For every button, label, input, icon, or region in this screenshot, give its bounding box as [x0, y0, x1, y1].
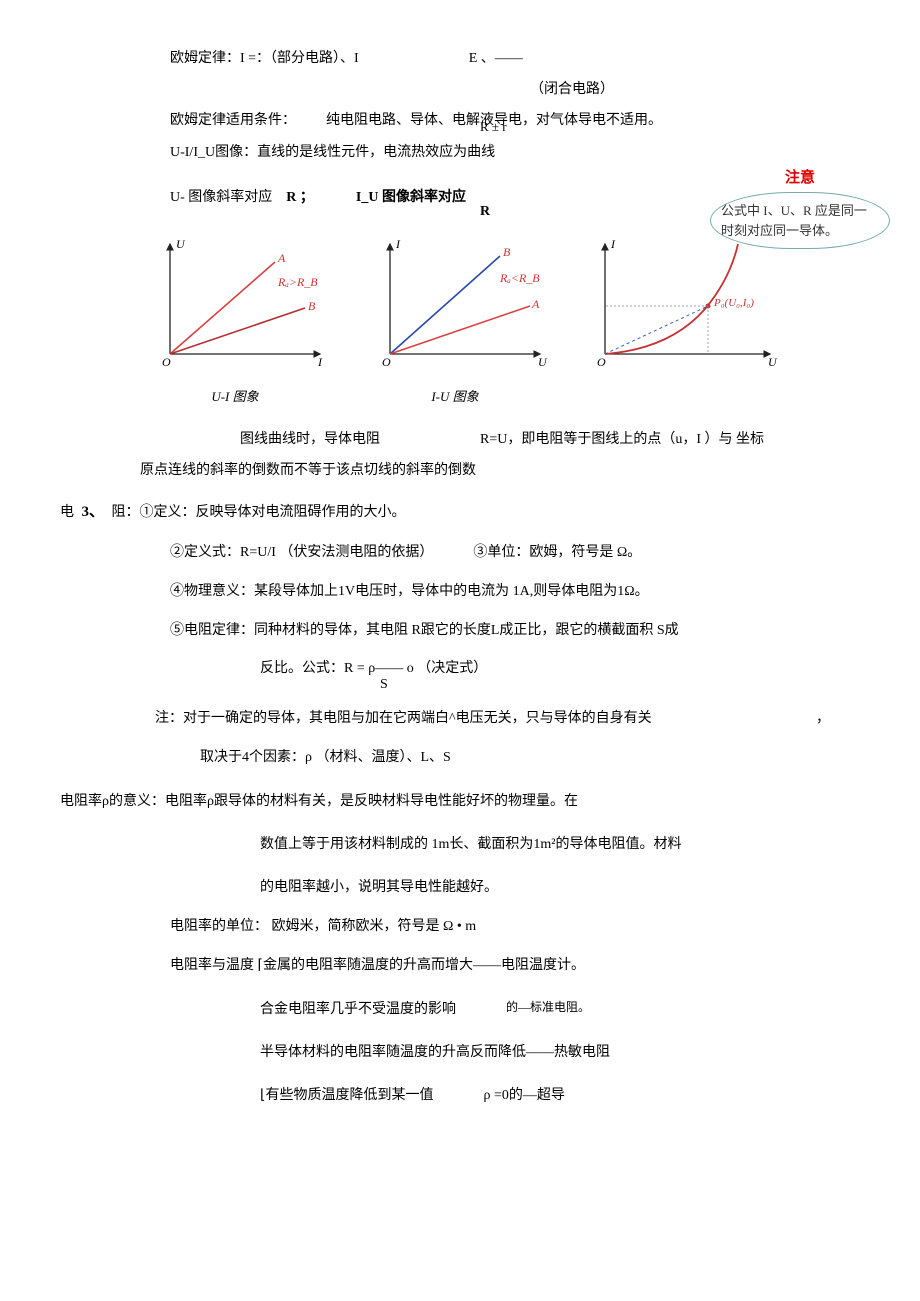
- text: ③单位：欧姆，符号是 Ω。: [473, 540, 641, 565]
- text: ，: [816, 706, 830, 731]
- resistivity-temp: 电阻率与温度 ⌈金属的电阻率随温度的升高而增大——电阻温度计。: [170, 953, 860, 978]
- chart-caption: I-U 图象: [360, 385, 550, 408]
- text: ④物理意义：某段导体加上1V电压时，导体中的电流为 1A,则导体电阻为1Ω。: [170, 584, 649, 599]
- svg-text:Rₐ<R_B: Rₐ<R_B: [499, 271, 540, 285]
- text: 数值上等于用该材料制成的 1m长、截面积为1m²的导体电阻值。材料: [260, 837, 681, 852]
- text: E 、——: [469, 46, 523, 71]
- curve-resistance: 图线曲线时，导体电阻 R=U，即电阻等于图线上的点（u，I ）与 坐标: [60, 427, 860, 452]
- text: 的电阻率越小，说明其导电性能越好。: [260, 880, 498, 895]
- chart-i-u: I U O B A Rₐ<R_B I-U 图象: [360, 234, 550, 409]
- text: 图线曲线时，导体电阻: [240, 432, 380, 447]
- svg-text:P₀(U₀,I₀): P₀(U₀,I₀): [713, 297, 754, 309]
- closed-circuit-note: （闭合电路）: [530, 77, 860, 102]
- text: 3、: [82, 504, 105, 520]
- svg-text:I: I: [610, 237, 616, 251]
- formula-r: 反比。公式：R = ρ—— o （决定式） S: [260, 661, 860, 692]
- text: U-I/I_U图像：直线的是线性元件，电流热效应为曲线: [170, 145, 495, 160]
- text: 取决于4个因素：ρ （材料、温度）、L、S: [200, 750, 451, 765]
- svg-text:U: U: [176, 237, 186, 251]
- ohm-law-line: 欧姆定律：I =：（部分电路）、I E 、——: [170, 46, 860, 71]
- text: S: [380, 677, 388, 692]
- text: 电: [60, 505, 74, 520]
- chart-caption: U-I 图象: [140, 385, 330, 408]
- text: U- 图像斜率对应: [170, 185, 272, 224]
- resistance-law: ⑤电阻定律：同种材料的导体，其电阻 R跟它的长度L成正比，跟它的横截面积 S成: [170, 618, 860, 643]
- svg-text:B: B: [503, 245, 511, 259]
- resistivity-smaller: 的电阻率越小，说明其导电性能越好。: [260, 875, 860, 900]
- text: ⌊有些物质温度降低到某一值: [260, 1083, 433, 1108]
- text: R=U，即电阻等于图线上的点（u，I ）与 坐标: [480, 432, 764, 447]
- text: ⑤电阻定律：同种材料的导体，其电阻 R跟它的长度L成正比，跟它的横截面积 S成: [170, 623, 679, 638]
- svg-text:U: U: [538, 355, 548, 369]
- svg-text:O: O: [382, 355, 391, 369]
- svg-text:U: U: [768, 355, 778, 369]
- text: R ；: [286, 185, 314, 224]
- section-3: 电 3、 阻：①定义：反映导体对电流阻碍作用的大小。: [60, 499, 860, 526]
- chart-caption: [580, 385, 780, 408]
- note-icon: 注意: [710, 165, 890, 192]
- resistivity-unit: 电阻率的单位： 欧姆米，简称欧米，符号是 Ω • m: [170, 914, 860, 939]
- svg-text:I: I: [317, 355, 323, 369]
- note-text: 公式中 I、U、R 应是同一时刻对应同一导体。: [710, 192, 890, 249]
- superconductor: ⌊有些物质温度降低到某一值 ρ =0的—超导: [260, 1083, 860, 1108]
- text: 欧姆定律适用条件：: [170, 108, 296, 133]
- svg-text:I: I: [395, 237, 401, 251]
- text: 合金电阻率几乎不受温度的影响: [260, 997, 456, 1022]
- text: R: [480, 199, 490, 224]
- chart-nonlinear: I U O P₀(U₀,I₀): [580, 234, 780, 409]
- phys-meaning: ④物理意义：某段导体加上1V电压时，导体中的电流为 1A,则导体电阻为1Ω。: [170, 579, 860, 604]
- def-formula: ②定义式：R=U/I （伏安法测电阻的依据） ③单位：欧姆，符号是 Ω。: [170, 540, 860, 565]
- charts-row: U I O A B Rₐ>R_B U-I 图象 I U O B: [60, 234, 860, 409]
- chart-svg: U I O A B Rₐ>R_B: [140, 234, 330, 374]
- svg-text:A: A: [277, 251, 286, 265]
- chart-svg: I U O B A Rₐ<R_B: [360, 234, 550, 374]
- resistivity-meaning: 电阻率ρ的意义：电阻率ρ跟导体的材料有关，是反映材料导电性能好坏的物理量。在: [60, 789, 860, 814]
- svg-text:O: O: [597, 355, 606, 369]
- text: 反比。公式：R = ρ—— o （决定式）: [260, 661, 487, 676]
- text: I_U 图像斜率对应: [356, 185, 466, 224]
- text: 注：对于一确定的导体，其电阻与加在它两端白^电压无关，只与导体的自身有关: [155, 706, 652, 731]
- chart-svg: I U O P₀(U₀,I₀): [580, 234, 780, 374]
- chart-u-i: U I O A B Rₐ>R_B U-I 图象: [140, 234, 330, 409]
- resistivity-value: 数值上等于用该材料制成的 1m长、截面积为1m²的导体电阻值。材料: [260, 832, 860, 857]
- note-line: 注：对于一确定的导体，其电阻与加在它两端白^电压无关，只与导体的自身有关 ，: [155, 706, 860, 731]
- svg-text:Rₐ>R_B: Rₐ>R_B: [277, 275, 318, 289]
- graph-types: U-I/I_U图像：直线的是线性元件，电流热效应为曲线: [170, 140, 860, 165]
- semiconductor: 半导体材料的电阻率随温度的升高反而降低——热敏电阻: [260, 1040, 860, 1065]
- text: 原点连线的斜率的倒数而不等于该点切线的斜率的倒数: [140, 463, 476, 478]
- curve-resistance-2: 原点连线的斜率的倒数而不等于该点切线的斜率的倒数: [140, 458, 860, 483]
- text: 电阻率的单位： 欧姆米，简称欧米，符号是 Ω • m: [170, 919, 476, 934]
- text: ②定义式：R=U/I （伏安法测电阻的依据）: [170, 540, 433, 565]
- svg-text:B: B: [308, 299, 316, 313]
- text: 半导体材料的电阻率随温度的升高反而降低——热敏电阻: [260, 1045, 610, 1060]
- note-callout: 注意 公式中 I、U、R 应是同一时刻对应同一导体。: [710, 165, 890, 249]
- text: 电阻率ρ的意义：电阻率ρ跟导体的材料有关，是反映材料导电性能好坏的物理量。在: [60, 794, 578, 809]
- text: （闭合电路）: [530, 82, 614, 97]
- factors: 取决于4个因素：ρ （材料、温度）、L、S: [200, 745, 860, 770]
- text: 欧姆定律：I =：（部分电路）、I: [170, 46, 359, 71]
- r-plus-r: R ± r: [480, 115, 507, 138]
- text: 的—标准电阻。: [506, 997, 590, 1022]
- alloy: 合金电阻率几乎不受温度的影响 的—标准电阻。: [260, 997, 860, 1022]
- ohm-conditions: 欧姆定律适用条件： 纯电阻电路、导体、电解液导电，对气体导电不适用。: [170, 108, 860, 133]
- svg-text:O: O: [162, 355, 171, 369]
- text: ρ =0的—超导: [483, 1083, 564, 1108]
- text: 电阻率与温度 ⌈金属的电阻率随温度的升高而增大——电阻温度计。: [170, 958, 585, 973]
- text: 阻：①定义：反映导体对电流阻碍作用的大小。: [112, 505, 406, 520]
- svg-text:A: A: [531, 297, 540, 311]
